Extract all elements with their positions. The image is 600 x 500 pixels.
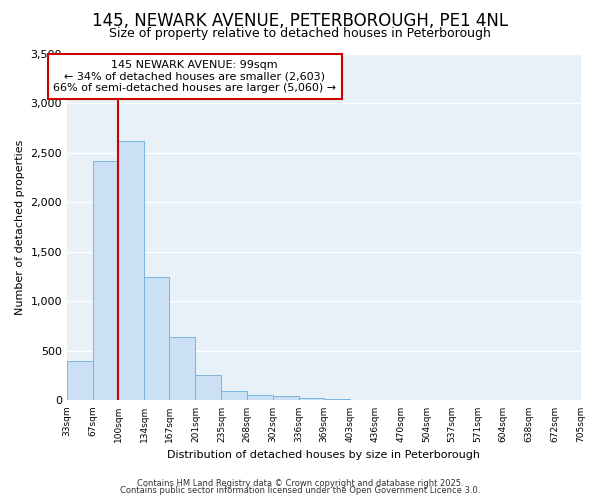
Text: Contains HM Land Registry data © Crown copyright and database right 2025.: Contains HM Land Registry data © Crown c… [137,478,463,488]
Bar [196,374,221,400]
Bar [272,396,299,400]
X-axis label: Distribution of detached houses by size in Peterborough: Distribution of detached houses by size … [167,450,480,460]
Bar [169,337,196,400]
Bar [144,276,169,400]
Bar [221,390,247,400]
Text: Size of property relative to detached houses in Peterborough: Size of property relative to detached ho… [109,28,491,40]
Bar [118,141,144,401]
Bar [67,361,93,401]
Text: Contains public sector information licensed under the Open Government Licence 3.: Contains public sector information licen… [120,486,480,495]
Text: 145 NEWARK AVENUE: 99sqm
← 34% of detached houses are smaller (2,603)
66% of sem: 145 NEWARK AVENUE: 99sqm ← 34% of detach… [53,60,336,93]
Text: 145, NEWARK AVENUE, PETERBOROUGH, PE1 4NL: 145, NEWARK AVENUE, PETERBOROUGH, PE1 4N… [92,12,508,30]
Bar [93,161,118,400]
Bar [299,398,324,400]
Y-axis label: Number of detached properties: Number of detached properties [15,140,25,315]
Bar [247,395,272,400]
